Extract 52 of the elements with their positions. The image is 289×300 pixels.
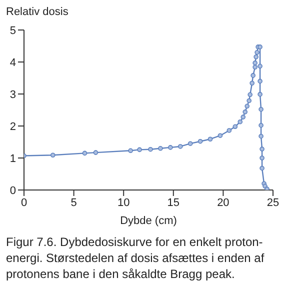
point bbox=[246, 98, 252, 104]
text: Figur 7.6. Dybdedosiskurve for en enkelt proton-energi. Størstedelen af dosis afsættes i enden af protonens bane i den såkaldte Bragg peak. bbox=[6, 234, 266, 282]
point bbox=[258, 122, 264, 128]
y-tick-label: 2 bbox=[10, 120, 16, 133]
point bbox=[218, 133, 223, 138]
point bbox=[244, 104, 250, 109]
x-tick-label: 10 bbox=[117, 196, 130, 209]
y-tick-label: 5 bbox=[10, 24, 16, 37]
point bbox=[258, 78, 262, 84]
point bbox=[260, 156, 264, 160]
x-tick-label: 0 bbox=[20, 196, 28, 209]
point bbox=[93, 150, 98, 155]
y-axis-title: Relativ dosis bbox=[5, 5, 70, 20]
point bbox=[260, 146, 264, 152]
point bbox=[254, 50, 260, 55]
y-tick-label: 3 bbox=[10, 88, 16, 101]
point bbox=[264, 186, 270, 190]
point bbox=[232, 124, 238, 130]
point bbox=[226, 128, 232, 133]
y-tick-label: 4 bbox=[10, 56, 16, 69]
point bbox=[254, 54, 258, 60]
x-axis-title: Dybde (cm) bbox=[120, 215, 177, 227]
point bbox=[82, 150, 88, 156]
y-tick-label: 0 bbox=[10, 184, 16, 197]
point bbox=[250, 73, 256, 78]
point bbox=[248, 92, 252, 98]
point bbox=[148, 146, 153, 152]
y-tick-label: 1 bbox=[10, 152, 16, 165]
x-tick-label: 5 bbox=[70, 196, 77, 209]
point bbox=[238, 119, 243, 124]
point bbox=[252, 64, 258, 70]
point bbox=[258, 106, 264, 112]
point bbox=[252, 60, 258, 66]
point bbox=[198, 138, 203, 144]
point bbox=[178, 144, 183, 149]
x-tick-label: 20 bbox=[217, 196, 230, 209]
point bbox=[188, 141, 193, 146]
point bbox=[208, 136, 213, 142]
point bbox=[137, 147, 142, 152]
point bbox=[242, 110, 248, 114]
point bbox=[258, 64, 262, 69]
x-tick-label: 15 bbox=[167, 196, 180, 209]
point bbox=[250, 80, 254, 86]
point bbox=[240, 114, 246, 120]
point bbox=[258, 134, 264, 139]
point bbox=[158, 146, 163, 151]
point bbox=[50, 152, 56, 158]
x-tick-label: 25 bbox=[266, 196, 280, 209]
point bbox=[168, 145, 173, 150]
point bbox=[258, 92, 262, 97]
point bbox=[128, 148, 133, 154]
point bbox=[260, 166, 264, 171]
